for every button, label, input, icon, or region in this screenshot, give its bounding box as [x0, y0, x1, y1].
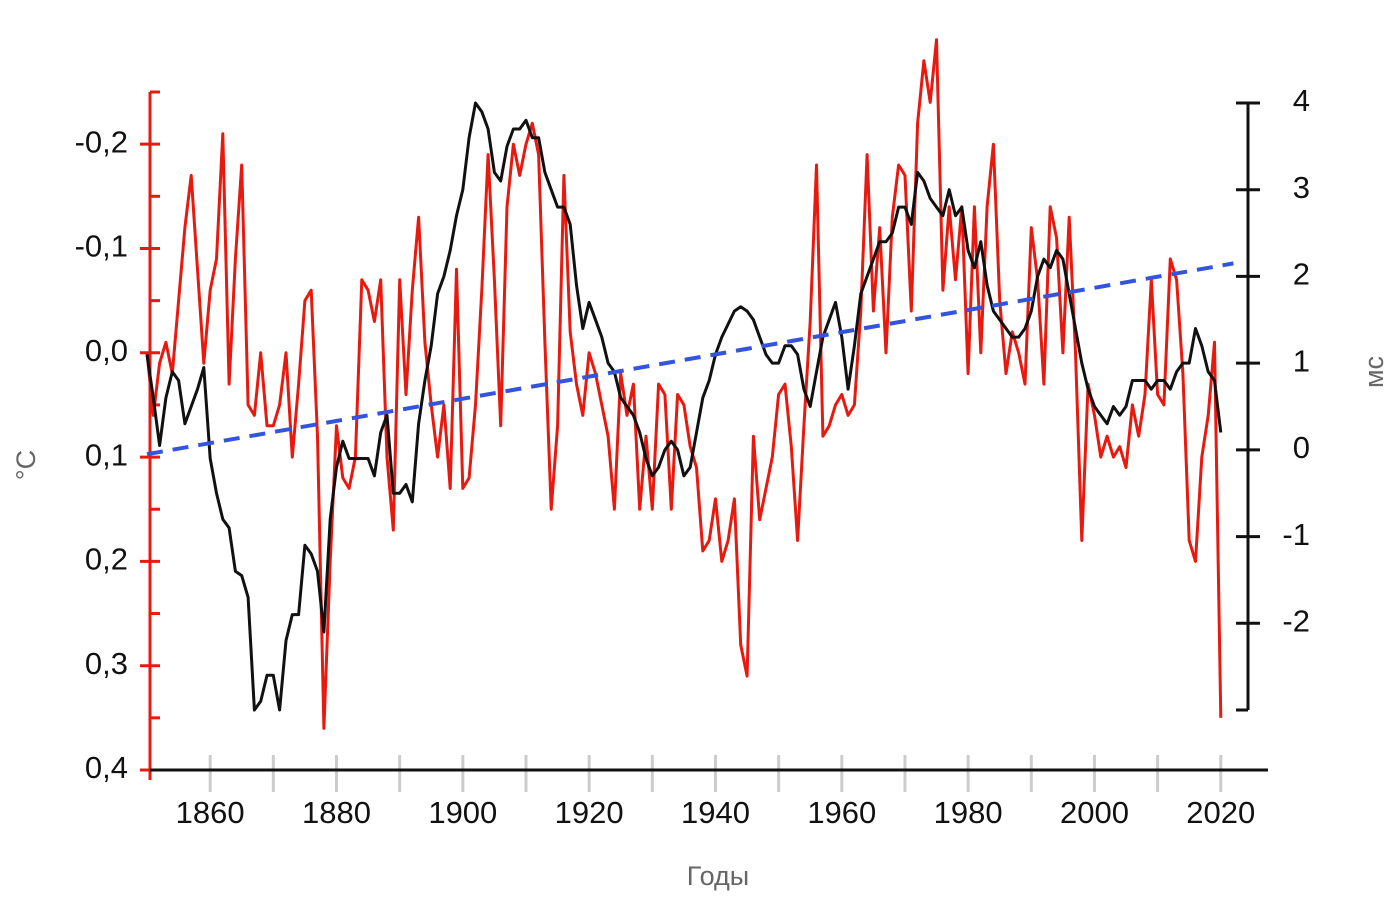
x-tick-label: 2000 — [1060, 795, 1129, 830]
x-axis-label: Годы — [687, 861, 749, 891]
y2-tick-label: 4 — [1293, 83, 1310, 118]
x-tick-label: 1900 — [428, 795, 497, 830]
y2-tick-label: -2 — [1282, 603, 1310, 638]
y-tick-label: 0,3 — [85, 646, 128, 681]
y2-tick-label: 1 — [1293, 343, 1310, 378]
x-tick-label: 1860 — [176, 795, 245, 830]
y2-tick-label: 0 — [1293, 430, 1310, 465]
x-tick-label: 1940 — [681, 795, 750, 830]
trend-line — [146, 261, 1234, 457]
y-tick-label: -0,2 — [75, 124, 128, 159]
y2-tick-label: 2 — [1293, 257, 1310, 292]
x-tick-label: 1920 — [555, 795, 624, 830]
y2-tick-label: 3 — [1293, 170, 1310, 205]
y-axis-label: °C — [11, 450, 41, 480]
x-tick-label: 1960 — [807, 795, 876, 830]
y2-tick-label: -1 — [1282, 517, 1310, 552]
x-tick-label: 2020 — [1186, 795, 1255, 830]
y-tick-label: 0,4 — [85, 750, 128, 785]
x-tick-label: 1880 — [302, 795, 371, 830]
series-line — [145, 38, 1223, 730]
y-tick-label: -0,1 — [75, 229, 128, 264]
series-line — [145, 101, 1223, 712]
y-tick-label: 0,1 — [85, 437, 128, 472]
y-tick-label: 0,0 — [85, 333, 128, 368]
x-tick-label: 1980 — [934, 795, 1003, 830]
y-tick-label: 0,2 — [85, 542, 128, 577]
y2-axis-label: мс — [1359, 356, 1389, 388]
